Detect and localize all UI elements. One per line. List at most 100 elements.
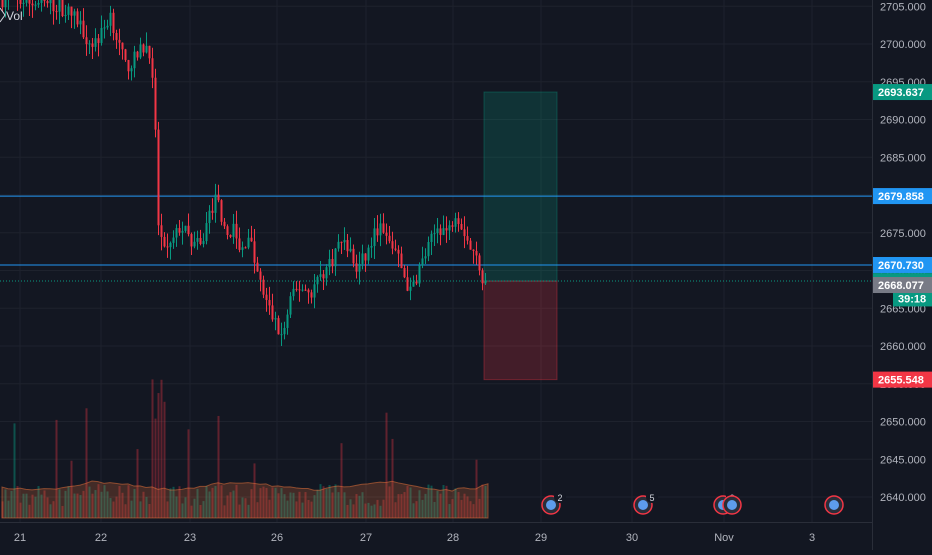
- candle-body: [259, 271, 262, 280]
- candle-body: [472, 249, 475, 251]
- volume-bar: [73, 493, 76, 518]
- volume-bar: [382, 499, 385, 518]
- price-line-label-bg: [873, 188, 932, 205]
- candle-body: [370, 246, 373, 248]
- x-tick-label: 22: [95, 532, 107, 544]
- candle-body: [361, 253, 364, 264]
- volume-bar: [316, 489, 319, 518]
- candle-body: [25, 0, 28, 3]
- candle-body: [460, 224, 463, 230]
- candle-body: [52, 0, 55, 12]
- volume-bar: [139, 501, 142, 518]
- candle-body: [430, 233, 433, 242]
- volume-bar: [7, 500, 10, 518]
- volume-bar: [334, 484, 337, 518]
- candle-body: [436, 228, 439, 234]
- time-axis[interactable]: 21 22 23 26 27 28 29 30 Nov 3: [0, 522, 872, 545]
- volume-bar: [379, 505, 382, 518]
- volume-bar: [340, 443, 343, 518]
- volume-bar: [433, 501, 436, 518]
- candle-body: [412, 281, 415, 287]
- candle-body: [4, 0, 7, 8]
- candle-body: [46, 1, 49, 4]
- candle-body: [355, 263, 358, 272]
- candle-body: [385, 232, 388, 236]
- volume-bar: [235, 484, 238, 518]
- candle-body: [148, 45, 151, 59]
- candle-body: [481, 270, 484, 284]
- candle-body: [244, 247, 247, 249]
- candle-body: [142, 44, 145, 53]
- volume-bar: [400, 494, 403, 518]
- volume-bar: [43, 490, 46, 518]
- volume-bar: [244, 498, 247, 518]
- volume-bar: [76, 493, 79, 518]
- candle-body: [175, 228, 178, 238]
- candle-body: [379, 223, 382, 236]
- candle-body: [250, 237, 253, 242]
- volume-bar: [193, 498, 196, 518]
- volume-bar: [436, 490, 439, 518]
- candle-body: [319, 274, 322, 277]
- candle-body: [340, 241, 343, 243]
- position-tool[interactable]: [483, 91, 558, 381]
- candle-body: [64, 14, 67, 17]
- candle-body: [253, 241, 256, 263]
- x-tick-label: 3: [809, 532, 815, 544]
- volume-bar: [208, 491, 211, 518]
- candle-body: [67, 6, 70, 15]
- volume-bar: [253, 463, 256, 518]
- candle-body: [73, 11, 76, 16]
- candle-body: [178, 228, 181, 233]
- volume-bar: [16, 486, 19, 518]
- candle-body: [166, 246, 169, 248]
- candle-body: [55, 11, 58, 13]
- candle-body: [37, 2, 40, 5]
- event-count-label: 5: [649, 493, 654, 503]
- volume-bar: [439, 493, 442, 518]
- candle-body: [292, 288, 295, 297]
- candle-body: [268, 300, 271, 306]
- price-line-label: 2670.730: [878, 260, 924, 272]
- volume-bar: [361, 492, 364, 518]
- candle-body: [211, 210, 214, 213]
- candle-body: [85, 37, 88, 45]
- volume-bar: [181, 503, 184, 518]
- volume-bar: [274, 487, 277, 518]
- price-lines[interactable]: [0, 195, 872, 282]
- volume-bar: [364, 503, 367, 518]
- candle-body: [409, 286, 412, 291]
- candle-body: [397, 249, 400, 254]
- volume-bar: [415, 501, 418, 518]
- volume-bar: [418, 490, 421, 518]
- candle-body: [286, 314, 289, 328]
- x-tick-label: 27: [360, 532, 372, 544]
- candle-body: [301, 289, 304, 291]
- candle-body: [49, 0, 52, 4]
- volume-bar: [10, 490, 13, 518]
- volume-bar: [478, 498, 481, 518]
- candle-body: [94, 38, 97, 47]
- event-markers[interactable]: 256: [541, 491, 844, 515]
- volume-bar: [130, 500, 133, 518]
- volume-bar: [469, 501, 472, 518]
- candle-body: [31, 3, 34, 6]
- candle-body: [406, 277, 409, 291]
- volume-bar: [145, 496, 148, 518]
- collapse-arrow-icon[interactable]: [0, 6, 6, 24]
- x-tick-label: 26: [271, 532, 283, 544]
- volume-bar: [115, 496, 118, 518]
- volume-bar: [352, 504, 355, 518]
- candle-body: [103, 27, 106, 29]
- volume-bar: [13, 423, 16, 518]
- price-axis[interactable]: 2705.0002700.0002695.0002690.0002685.000…: [872, 0, 932, 550]
- volume-bar: [454, 488, 457, 518]
- volume-bar: [481, 484, 484, 518]
- candle-body: [187, 225, 190, 235]
- volume-bar: [211, 487, 214, 518]
- volume-bar: [322, 486, 325, 518]
- candle-body: [262, 279, 265, 295]
- volume-bar: [451, 499, 454, 518]
